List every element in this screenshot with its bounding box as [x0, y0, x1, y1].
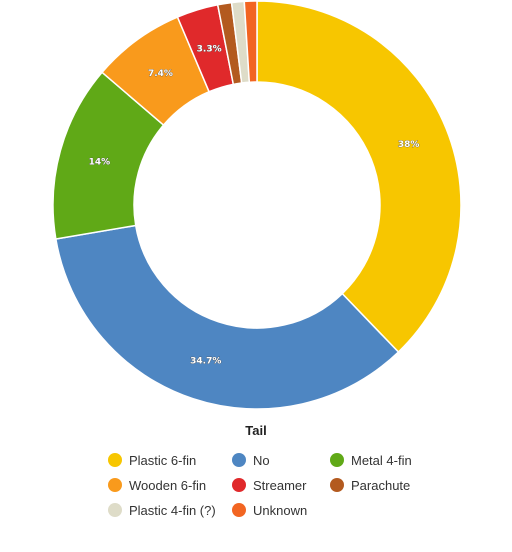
legend-label: Wooden 6-fin	[129, 477, 207, 493]
legend-label: Unknown	[253, 502, 308, 518]
legend-label: No	[253, 452, 270, 468]
slice-unknown[interactable]	[243, 0, 258, 84]
legend-item-plastic-6-fin[interactable]: Plastic 6-fin	[108, 452, 196, 468]
legend-dot-icon	[108, 453, 122, 467]
legend-item-parachute[interactable]: Parachute	[330, 477, 410, 493]
data-label-streamer: 3.3%	[197, 45, 222, 55]
legend-item-unknown[interactable]: Unknown	[232, 502, 307, 518]
legend-dot-icon	[108, 503, 122, 517]
data-label-plastic-6-fin: 38%	[398, 140, 420, 150]
data-label-no: 34.7%	[190, 356, 221, 366]
slice-no[interactable]	[54, 224, 400, 410]
legend-item-metal-4-fin[interactable]: Metal 4-fin	[330, 452, 412, 468]
legend-item-streamer[interactable]: Streamer	[232, 477, 306, 493]
legend-item-plastic-4-fin[interactable]: Plastic 4-fin (?)	[108, 502, 216, 518]
legend-item-no[interactable]: No	[232, 452, 270, 468]
legend-dot-icon	[330, 453, 344, 467]
legend-title: Tail	[245, 423, 267, 438]
legend-label: Plastic 6-fin	[129, 452, 197, 468]
legend-dot-icon	[232, 503, 246, 517]
legend-dot-icon	[232, 453, 246, 467]
data-label-wooden-6-fin: 7.4%	[148, 69, 173, 79]
donut-chart: 38% 34.7% 14% 7.4% 3.3%	[52, 0, 462, 410]
legend-label: Metal 4-fin	[351, 452, 412, 468]
legend-label: Parachute	[351, 477, 411, 493]
legend-label: Plastic 4-fin (?)	[129, 502, 216, 518]
legend-dot-icon	[232, 478, 246, 492]
legend-item-wooden-6-fin[interactable]: Wooden 6-fin	[108, 477, 206, 493]
legend-dot-icon	[330, 478, 344, 492]
data-label-metal-4-fin: 14%	[89, 157, 111, 167]
slice-plastic-6-fin[interactable]	[256, 0, 462, 354]
legend-label: Streamer	[253, 477, 307, 493]
legend-dot-icon	[108, 478, 122, 492]
